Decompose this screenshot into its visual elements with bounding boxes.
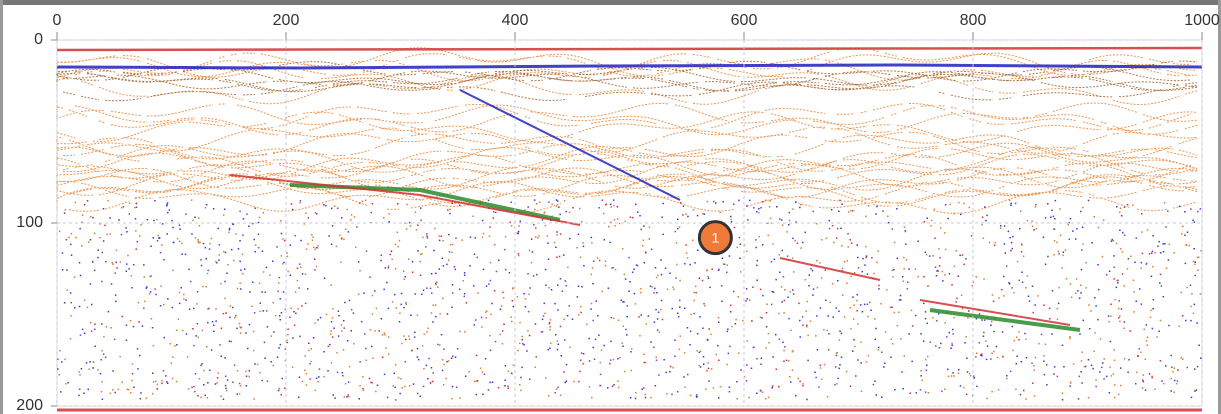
x-tick-label: 200 (273, 12, 300, 29)
texture-reflector (929, 308, 1081, 332)
y-tick-label: 0 (34, 31, 43, 48)
texture-reflector (56, 63, 1203, 70)
texture-dots (57, 199, 1202, 401)
x-tick-label: 0 (53, 12, 62, 29)
texture-trace (56, 47, 1198, 214)
window-border (1218, 0, 1221, 414)
radar-texture (56, 46, 1203, 412)
texture-reflector (229, 174, 581, 226)
window-border (0, 0, 3, 414)
texture-reflector (779, 257, 881, 281)
texture-reflector (459, 89, 681, 201)
annotation-marker: 1 (697, 220, 733, 256)
x-tick-label: 800 (960, 12, 987, 29)
texture-dots (58, 199, 1202, 400)
x-tick-label: 400 (502, 12, 529, 29)
y-tick-label: 200 (16, 397, 43, 414)
window-border (0, 0, 1221, 5)
axes: 0 200 400 600 800 1000 0 100 200 1 (16, 12, 1220, 414)
texture-reflector (56, 46, 1203, 52)
texture-dots (70, 199, 1196, 399)
texture-trace (56, 60, 1198, 102)
annotation-label: 1 (711, 229, 719, 245)
annotation-circle (697, 220, 733, 256)
x-tick-label: 600 (731, 12, 758, 29)
x-tick-label: 1000 (1184, 12, 1220, 29)
texture-reflector (919, 299, 1071, 326)
y-tick-label: 100 (16, 214, 43, 231)
texture-dots (65, 199, 1202, 401)
